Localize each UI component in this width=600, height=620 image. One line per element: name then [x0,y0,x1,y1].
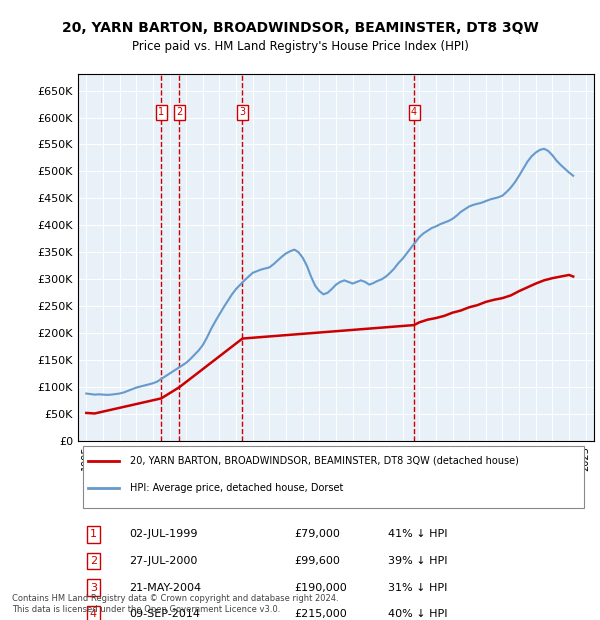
Text: 27-JUL-2000: 27-JUL-2000 [130,556,198,566]
Text: £79,000: £79,000 [295,529,341,539]
Text: HPI: Average price, detached house, Dorset: HPI: Average price, detached house, Dors… [130,482,343,493]
Text: £215,000: £215,000 [295,609,347,619]
Text: 31% ↓ HPI: 31% ↓ HPI [388,583,447,593]
Text: 4: 4 [411,107,417,117]
Text: 41% ↓ HPI: 41% ↓ HPI [388,529,447,539]
Text: 3: 3 [239,107,245,117]
Text: £99,600: £99,600 [295,556,341,566]
Text: 21-MAY-2004: 21-MAY-2004 [130,583,202,593]
Text: 20, YARN BARTON, BROADWINDSOR, BEAMINSTER, DT8 3QW (detached house): 20, YARN BARTON, BROADWINDSOR, BEAMINSTE… [130,456,518,466]
Text: 20, YARN BARTON, BROADWINDSOR, BEAMINSTER, DT8 3QW: 20, YARN BARTON, BROADWINDSOR, BEAMINSTE… [62,21,538,35]
Text: 2: 2 [90,556,97,566]
Text: 4: 4 [90,609,97,619]
Text: 39% ↓ HPI: 39% ↓ HPI [388,556,447,566]
Text: 09-SEP-2014: 09-SEP-2014 [130,609,200,619]
Text: 3: 3 [90,583,97,593]
Text: Price paid vs. HM Land Registry's House Price Index (HPI): Price paid vs. HM Land Registry's House … [131,40,469,53]
Text: 1: 1 [90,529,97,539]
Text: Contains HM Land Registry data © Crown copyright and database right 2024.
This d: Contains HM Land Registry data © Crown c… [12,595,338,614]
Text: £190,000: £190,000 [295,583,347,593]
Text: 2: 2 [176,107,182,117]
FancyBboxPatch shape [83,446,584,508]
Text: 40% ↓ HPI: 40% ↓ HPI [388,609,447,619]
Text: 02-JUL-1999: 02-JUL-1999 [130,529,198,539]
Text: 1: 1 [158,107,164,117]
